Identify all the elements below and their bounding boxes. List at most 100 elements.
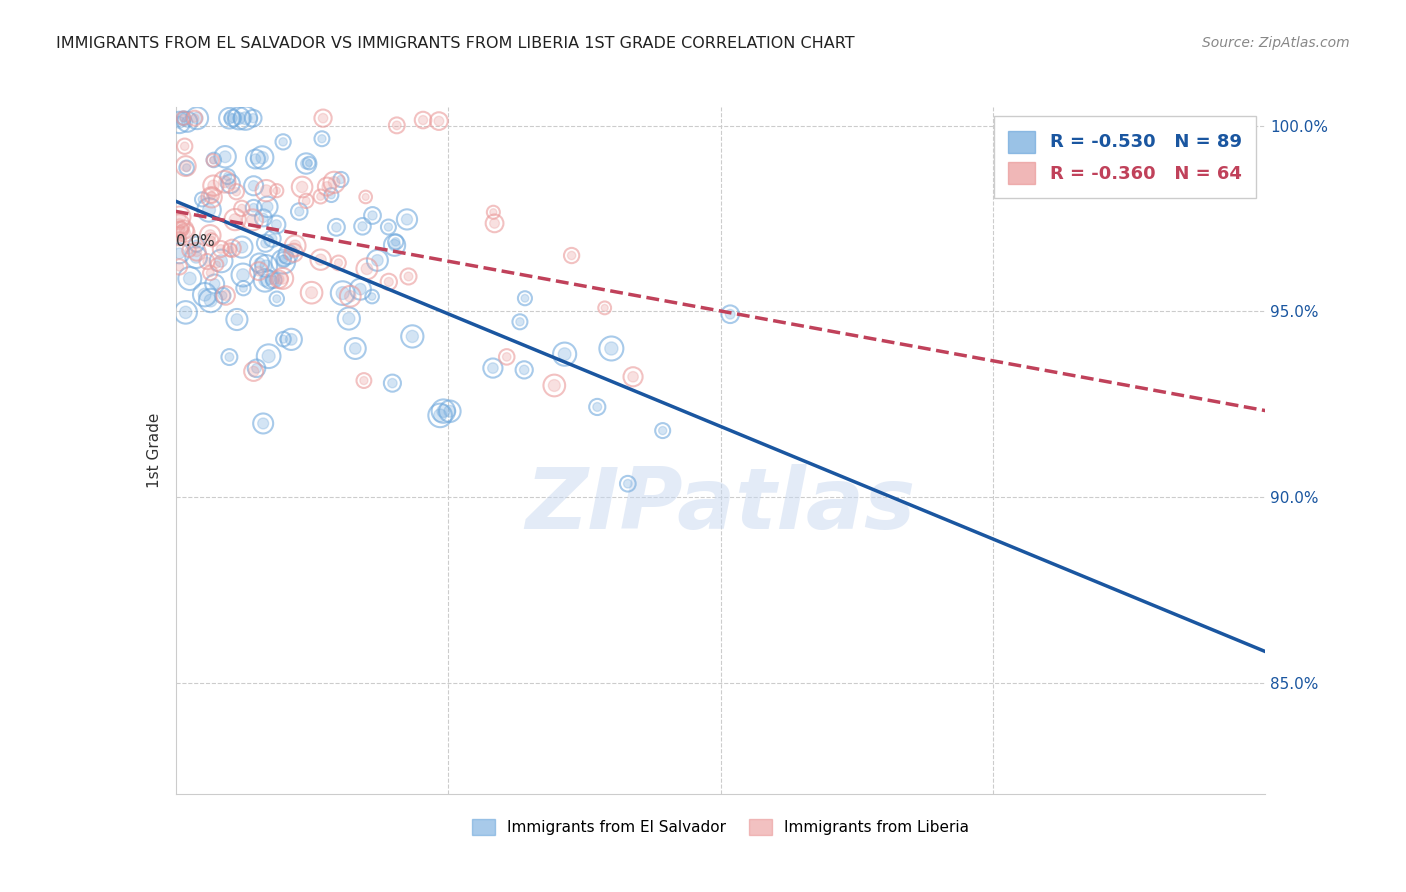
- Point: [225, 185, 247, 199]
- Point: [509, 315, 531, 329]
- Point: [378, 275, 401, 289]
- Y-axis label: 1st Grade: 1st Grade: [146, 413, 162, 488]
- Point: [225, 312, 247, 326]
- Point: [242, 178, 264, 193]
- Point: [398, 269, 420, 284]
- Point: [398, 269, 420, 284]
- Point: [315, 179, 337, 194]
- Point: [169, 222, 191, 236]
- Point: [177, 244, 200, 258]
- Point: [211, 288, 233, 302]
- Point: [617, 476, 640, 491]
- Point: [301, 285, 323, 300]
- Point: [254, 184, 277, 198]
- Point: [179, 271, 201, 285]
- Point: [271, 135, 294, 149]
- Point: [366, 253, 388, 268]
- Point: [439, 404, 461, 418]
- Point: [384, 235, 406, 249]
- Point: [232, 268, 254, 282]
- Point: [245, 152, 267, 166]
- Point: [254, 259, 277, 273]
- Point: [271, 254, 294, 268]
- Point: [295, 156, 318, 170]
- Point: [271, 254, 294, 268]
- Point: [266, 292, 288, 306]
- Point: [214, 288, 236, 302]
- Point: [232, 268, 254, 282]
- Point: [202, 153, 225, 167]
- Point: [200, 293, 222, 308]
- Point: [361, 289, 384, 303]
- Point: [252, 211, 274, 225]
- Point: [200, 190, 222, 204]
- Point: [253, 273, 276, 287]
- Point: [621, 369, 644, 384]
- Point: [495, 350, 517, 364]
- Point: [172, 111, 194, 125]
- Point: [228, 112, 250, 126]
- Point: [266, 184, 288, 198]
- Point: [325, 220, 347, 235]
- Point: [385, 119, 408, 133]
- Point: [256, 200, 278, 214]
- Point: [259, 273, 281, 287]
- Point: [218, 350, 240, 364]
- Point: [214, 175, 236, 189]
- Point: [284, 239, 307, 253]
- Point: [586, 400, 609, 414]
- Point: [214, 150, 236, 164]
- Point: [266, 292, 288, 306]
- Point: [332, 286, 354, 301]
- Legend: Immigrants from El Salvador, Immigrants from Liberia: Immigrants from El Salvador, Immigrants …: [465, 813, 976, 841]
- Point: [315, 179, 337, 194]
- Point: [513, 291, 536, 305]
- Point: [221, 241, 243, 255]
- Point: [301, 285, 323, 300]
- Point: [384, 235, 406, 249]
- Point: [295, 194, 318, 208]
- Point: [191, 193, 214, 207]
- Point: [277, 247, 299, 261]
- Point: [186, 237, 208, 252]
- Text: 0.0%: 0.0%: [176, 234, 215, 249]
- Point: [235, 111, 257, 125]
- Point: [201, 153, 224, 168]
- Point: [231, 202, 253, 216]
- Point: [169, 246, 191, 260]
- Point: [209, 254, 232, 268]
- Point: [204, 277, 226, 291]
- Point: [427, 114, 450, 128]
- Point: [593, 301, 616, 315]
- Point: [298, 156, 321, 170]
- Point: [169, 115, 191, 129]
- Point: [179, 271, 201, 285]
- Point: [395, 212, 418, 227]
- Point: [214, 150, 236, 164]
- Point: [482, 205, 505, 219]
- Point: [269, 272, 291, 286]
- Point: [321, 188, 343, 202]
- Point: [174, 226, 197, 240]
- Point: [245, 152, 267, 166]
- Point: [283, 245, 305, 260]
- Point: [361, 209, 384, 223]
- Point: [219, 243, 242, 257]
- Point: [195, 254, 218, 268]
- Point: [222, 111, 245, 125]
- Point: [561, 248, 583, 262]
- Point: [200, 188, 222, 202]
- Point: [198, 202, 221, 217]
- Point: [186, 244, 208, 259]
- Point: [263, 273, 285, 287]
- Point: [177, 244, 200, 258]
- Point: [200, 266, 222, 280]
- Point: [593, 301, 616, 315]
- Point: [257, 349, 280, 363]
- Point: [328, 256, 350, 270]
- Point: [228, 112, 250, 126]
- Text: Source: ZipAtlas.com: Source: ZipAtlas.com: [1202, 36, 1350, 50]
- Point: [329, 172, 352, 186]
- Point: [484, 216, 506, 230]
- Point: [247, 264, 270, 278]
